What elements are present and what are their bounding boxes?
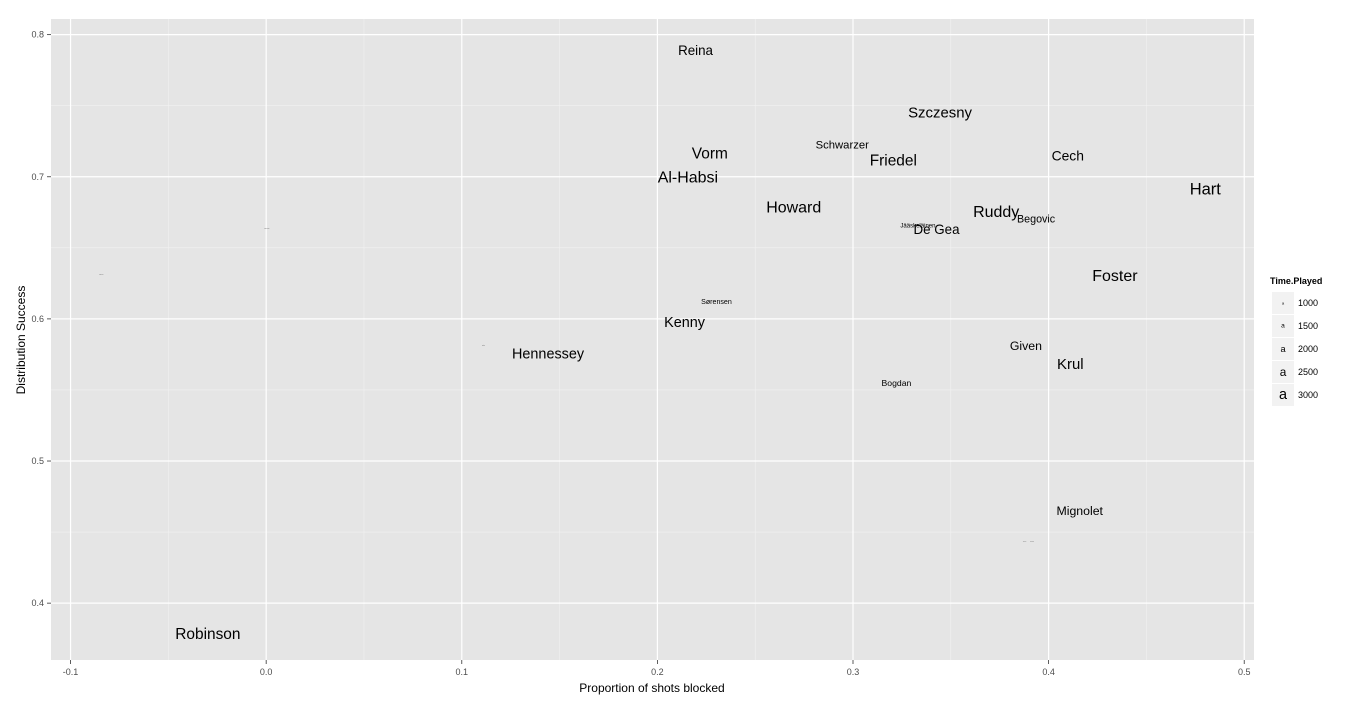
legend-label: 1000	[1298, 298, 1318, 308]
point-label: Robinson	[175, 626, 240, 643]
point-label: Friedel	[870, 153, 917, 170]
point-label: Foster	[1092, 268, 1138, 285]
legend-key	[1272, 292, 1294, 314]
point-label: Mignolet	[1056, 504, 1103, 518]
legend-label: 1500	[1298, 321, 1318, 331]
point-label: Bogdan	[882, 378, 912, 388]
plot-panel	[51, 19, 1254, 660]
y-tick-label: 0.5	[31, 456, 44, 466]
point-label: Hart	[1190, 181, 1222, 199]
y-tick-label: 0.6	[31, 314, 44, 324]
point-label: Krul	[1057, 356, 1084, 373]
legend-title: Time.Played	[1270, 276, 1322, 286]
point-label: Gerken	[1023, 540, 1027, 543]
x-tick-label: 0.0	[260, 667, 273, 677]
point-label: Ruddy	[973, 204, 1019, 221]
y-tick-label: 0.7	[31, 172, 44, 182]
point-label: Sørensen	[701, 298, 732, 306]
x-tick-label: -0.1	[63, 667, 79, 677]
point-label: Reina	[678, 43, 713, 58]
legend-glyph: a	[1281, 323, 1285, 330]
point-label: Jääskeläinen	[900, 224, 935, 230]
y-tick-label: 0.4	[31, 598, 44, 608]
legend-key	[1272, 361, 1294, 383]
point-label: Hennessey	[512, 346, 585, 362]
x-tick-label: 0.2	[651, 667, 664, 677]
legend-glyph: a	[1280, 365, 1287, 379]
point-label: Cech	[1052, 147, 1084, 163]
point-label: Kenny	[664, 315, 706, 331]
point-label: Al-Habsi	[658, 170, 718, 187]
legend-label: 2500	[1298, 367, 1318, 377]
legend-key	[1272, 384, 1294, 406]
size-legend: Time.Played a 1000 a 1500 a 2000 a 2500 a 3000	[1270, 276, 1322, 406]
major-gridlines	[51, 19, 1254, 660]
point-label: Button	[482, 343, 485, 346]
point-label: Begovic	[1030, 541, 1034, 543]
point-labels: Reina Szczesny Schwarzer Cech Vorm Friedel Al-…	[99, 43, 1221, 643]
point-label: Lindegaard	[264, 227, 270, 230]
legend-glyph: a	[1280, 344, 1286, 354]
point-label: Szczesny	[908, 104, 972, 121]
point-label: Begovic	[1017, 213, 1056, 225]
legend-label: 3000	[1298, 390, 1318, 400]
legend-key	[1272, 315, 1294, 337]
point-label: De Gea	[914, 222, 961, 237]
point-label: Mannone	[99, 273, 104, 275]
legend-label: 2000	[1298, 344, 1318, 354]
y-axis-title: Distribution Success	[14, 286, 28, 395]
x-tick-label: 0.1	[456, 667, 469, 677]
point-label: Given	[1010, 339, 1042, 353]
x-axis-title: Proportion of shots blocked	[579, 681, 724, 695]
y-tick-label: 0.8	[31, 30, 44, 40]
y-axis-ticks: 0.4 0.5 0.6 0.7 0.8	[31, 30, 51, 608]
minor-gridlines	[51, 19, 1254, 660]
x-axis-ticks: -0.1 0.0 0.1 0.2 0.3 0.4 0.5	[63, 660, 1251, 677]
point-label: Howard	[766, 200, 821, 217]
legend-glyph: a	[1282, 301, 1285, 306]
legend-key	[1272, 338, 1294, 360]
legend-glyph: a	[1279, 387, 1287, 403]
x-tick-label: 0.3	[847, 667, 860, 677]
point-label: Vorm	[692, 146, 728, 163]
x-tick-label: 0.5	[1238, 667, 1251, 677]
x-tick-label: 0.4	[1042, 667, 1055, 677]
point-label: Schwarzer	[816, 139, 869, 151]
